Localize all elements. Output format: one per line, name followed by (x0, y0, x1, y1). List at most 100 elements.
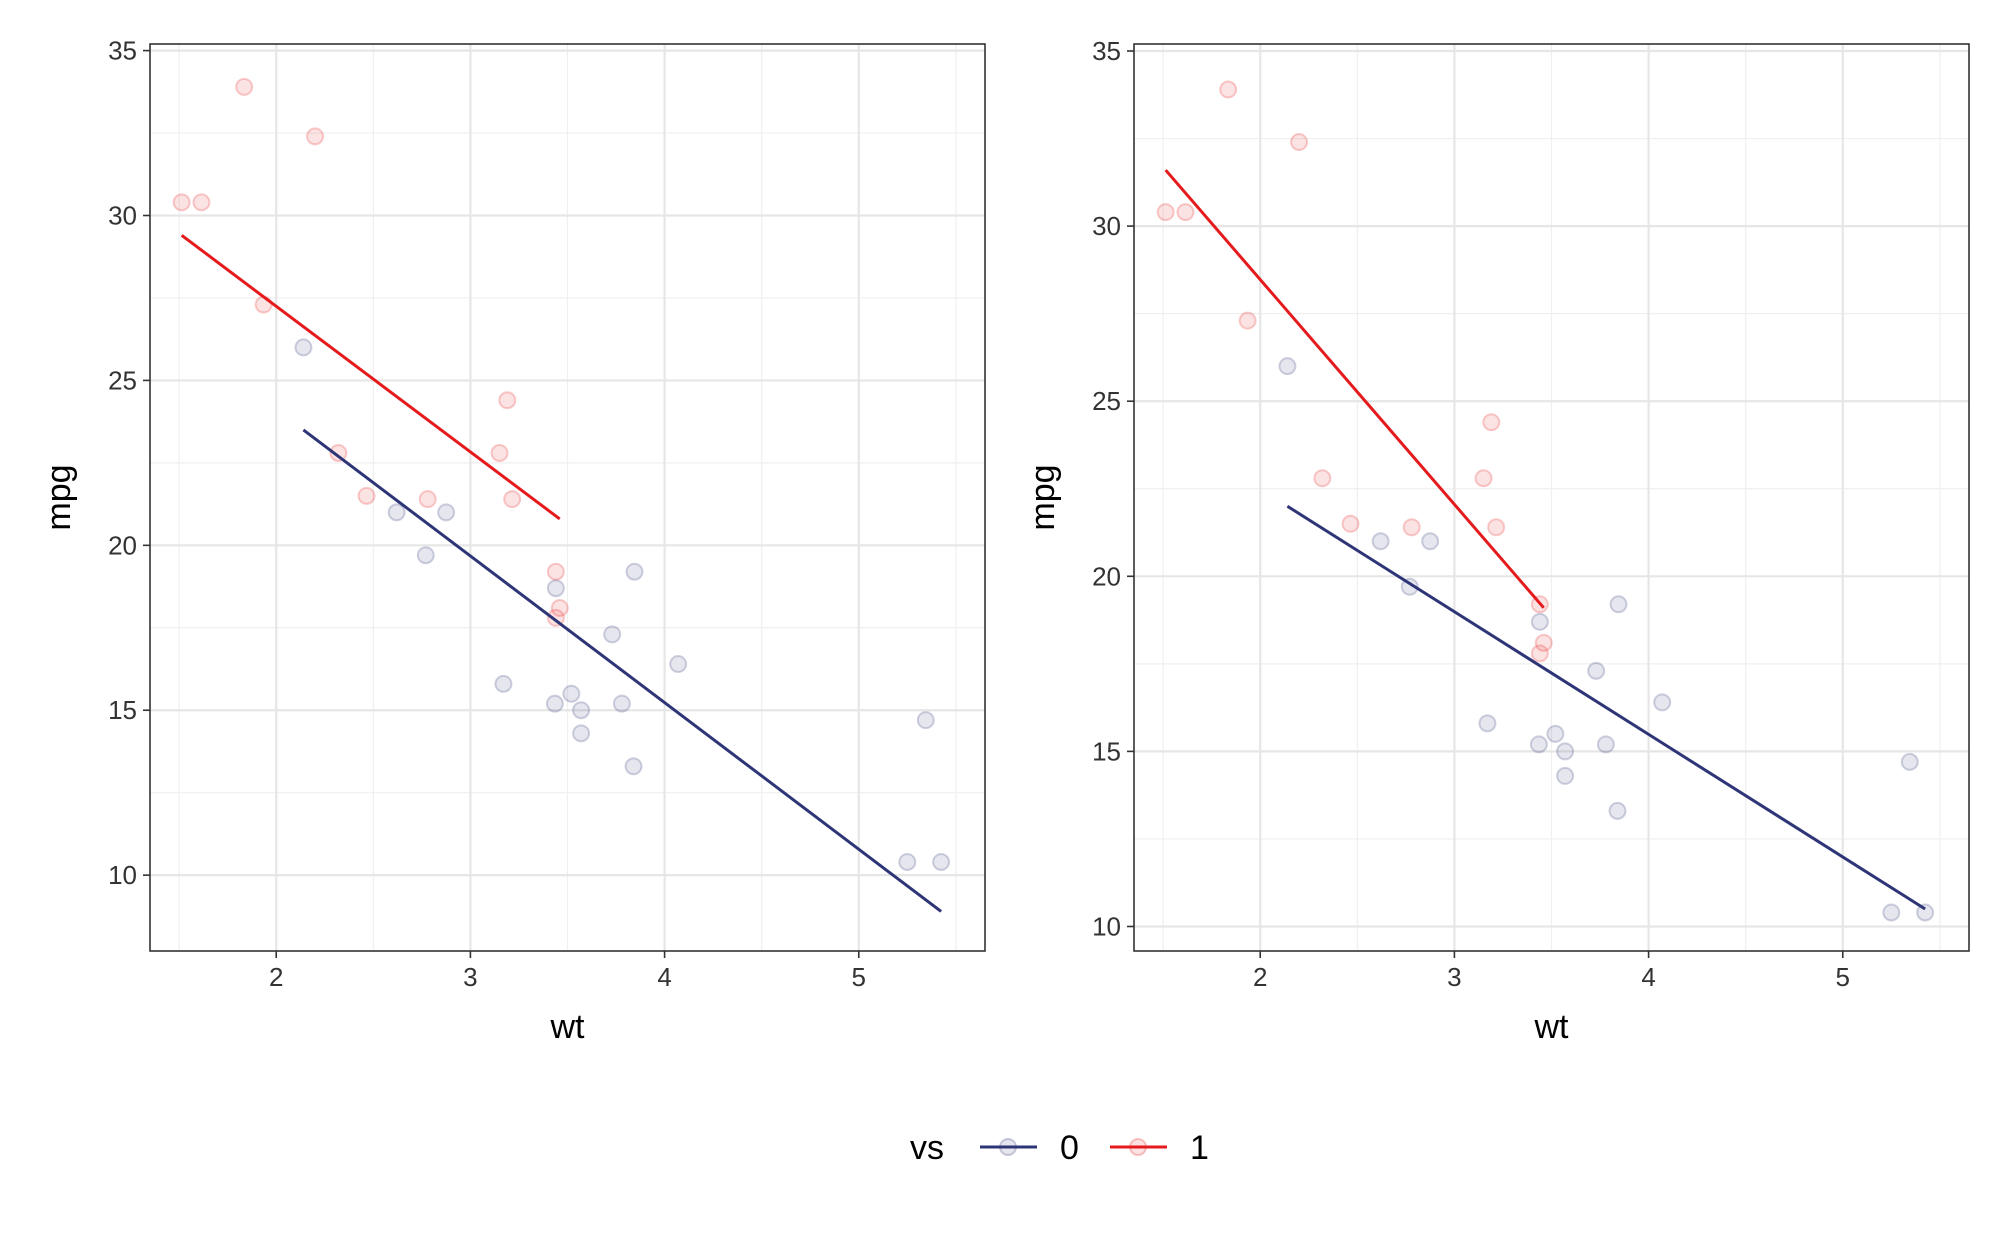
data-point-vs-0 (1278, 357, 1297, 376)
data-point-vs-1 (1487, 518, 1506, 537)
panel-border (149, 43, 986, 952)
data-point-vs-0 (1653, 693, 1672, 712)
fit-line-vs-1 (1164, 169, 1545, 609)
left-panel: 2 3 4 5 10 15 20 25 30 35 wt mpg (40, 36, 986, 1046)
data-point-vs-0 (1900, 752, 1919, 771)
data-point-vs-1 (254, 295, 273, 314)
data-point-vs-0 (294, 338, 313, 357)
data-point-vs-0 (562, 684, 581, 703)
fit-line-vs-1 (180, 234, 561, 521)
data-point-vs-1 (1402, 518, 1421, 537)
data-point-vs-1 (1238, 311, 1257, 330)
legend-key-1 (1110, 1138, 1167, 1156)
x-axis-title: wt (550, 1008, 586, 1046)
y-axis-title: mpg (1024, 464, 1062, 530)
data-point-vs-0 (1371, 532, 1390, 551)
data-point-vs-1 (1290, 133, 1309, 152)
data-point-vs-1 (490, 443, 509, 462)
data-point-vs-0 (1916, 903, 1935, 922)
data-point-vs-1 (329, 443, 348, 462)
x-tick-label: 2 (269, 962, 283, 992)
data-point-vs-0 (624, 757, 643, 776)
x-tick-label: 4 (657, 962, 671, 992)
data-point-vs-1 (306, 127, 325, 146)
data-point-vs-1 (172, 193, 191, 212)
data-point-vs-0 (1478, 714, 1497, 733)
legend-label-1: 1 (1190, 1129, 1209, 1167)
legend-key-0-point (999, 1138, 1017, 1156)
x-tick-label: 2 (1253, 962, 1267, 992)
y-axis-title: mpg (40, 464, 78, 530)
data-point-vs-0 (603, 625, 622, 644)
data-point-vs-0 (1587, 661, 1606, 680)
data-point-vs-0 (437, 503, 456, 522)
legend: vs 0 1 (910, 1129, 1209, 1167)
data-point-vs-0 (916, 711, 935, 730)
data-point-vs-0 (1556, 742, 1575, 761)
legend-key-0 (980, 1138, 1037, 1156)
data-point-vs-1 (1474, 469, 1493, 488)
data-point-vs-1 (1176, 203, 1195, 222)
data-point-vs-0 (1882, 903, 1901, 922)
data-point-vs-0 (898, 852, 917, 871)
data-point-vs-0 (1530, 612, 1549, 631)
data-point-vs-0 (1609, 595, 1628, 614)
data-point-vs-0 (494, 674, 513, 693)
fit-line-vs-0 (302, 428, 943, 913)
data-point-vs-0 (416, 546, 435, 565)
data-point-vs-0 (1421, 532, 1440, 551)
y-tick-label: 10 (108, 860, 137, 890)
data-point-vs-1 (550, 598, 569, 617)
y-tick-label: 20 (108, 530, 137, 560)
data-point-vs-0 (1556, 766, 1575, 785)
fit-line-vs-0 (1286, 504, 1926, 911)
data-point-vs-1 (498, 391, 517, 410)
y-tick-label: 25 (108, 365, 137, 395)
data-point-vs-1 (1341, 514, 1360, 533)
data-point-vs-1 (192, 193, 211, 212)
data-point-vs-1 (235, 77, 254, 96)
data-point-vs-0 (1529, 735, 1548, 754)
y-tick-label: 20 (1092, 561, 1121, 591)
x-tick-label: 3 (463, 962, 477, 992)
data-point-vs-1 (418, 490, 437, 509)
data-point-vs-0 (572, 701, 591, 720)
legend-key-1-point (1129, 1138, 1147, 1156)
y-tick-label: 15 (1092, 736, 1121, 766)
legend-label-0: 0 (1060, 1129, 1079, 1167)
x-tick-label: 5 (1836, 962, 1850, 992)
data-point-vs-0 (669, 655, 688, 674)
data-point-vs-0 (625, 562, 644, 581)
data-point-vs-1 (357, 486, 376, 505)
data-point-vs-1 (1534, 633, 1553, 652)
y-tick-label: 35 (1092, 36, 1121, 66)
y-tick-label: 15 (108, 695, 137, 725)
x-tick-label: 5 (852, 962, 866, 992)
data-point-vs-1 (1313, 469, 1332, 488)
y-tick-label: 30 (1092, 211, 1121, 241)
data-point-vs-0 (612, 694, 631, 713)
y-tick-label: 30 (108, 201, 137, 231)
legend-title: vs (910, 1129, 944, 1167)
data-point-vs-0 (572, 724, 591, 743)
data-point-vs-0 (1546, 724, 1565, 743)
data-point-vs-1 (1156, 203, 1175, 222)
y-tick-label: 25 (1092, 386, 1121, 416)
panel-border (1133, 43, 1970, 952)
data-point-vs-0 (932, 852, 951, 871)
x-axis-title: wt (1534, 1008, 1570, 1046)
data-point-vs-1 (1219, 80, 1238, 99)
data-point-vs-1 (1482, 413, 1501, 432)
x-tick-label: 4 (1641, 962, 1655, 992)
data-point-vs-0 (1608, 801, 1627, 820)
y-tick-label: 35 (108, 36, 137, 66)
right-panel: 2 3 4 5 10 15 20 25 30 35 wt mpg (1024, 36, 1970, 1046)
y-tick-label: 10 (1092, 911, 1121, 941)
data-point-vs-1 (1530, 644, 1549, 663)
data-point-vs-0 (545, 694, 564, 713)
data-point-vs-1 (546, 562, 565, 581)
data-point-vs-0 (546, 579, 565, 598)
x-tick-label: 3 (1447, 962, 1461, 992)
data-point-vs-0 (387, 503, 406, 522)
